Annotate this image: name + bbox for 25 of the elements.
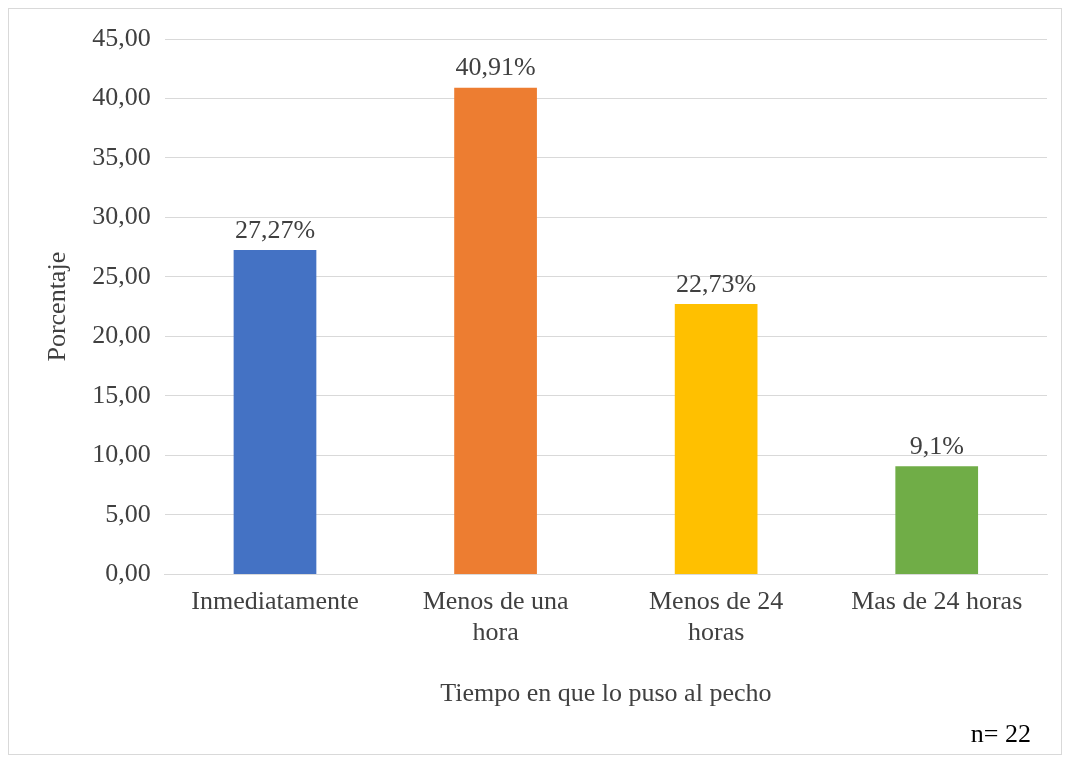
y-tick-label: 25,00 xyxy=(92,260,151,290)
x-tick-label: Menos de una hora xyxy=(422,585,569,647)
y-tick-label: 40,00 xyxy=(92,82,151,112)
y-axis-title: Porcentaje xyxy=(42,251,72,362)
x-tick-label: Menos de 24 horas xyxy=(648,585,784,647)
bar xyxy=(895,466,979,574)
y-tick-label: 20,00 xyxy=(92,320,151,350)
y-tick-label: 5,00 xyxy=(105,498,151,528)
y-tick-label: 15,00 xyxy=(92,379,151,409)
bar xyxy=(674,303,758,574)
data-label: 27,27% xyxy=(234,214,316,244)
y-tick-label: 45,00 xyxy=(92,22,151,52)
x-tick-label: Mas de 24 horas xyxy=(851,585,1023,615)
y-tick-label: 30,00 xyxy=(92,201,151,231)
y-tick-label: 35,00 xyxy=(92,141,151,171)
data-label: 9,1% xyxy=(909,430,964,460)
bar xyxy=(454,87,537,574)
x-axis-title: Tiempo en que lo puso al pecho xyxy=(440,678,772,708)
y-tick-label: 10,00 xyxy=(92,439,151,469)
y-tick-label: 0,00 xyxy=(105,558,151,588)
data-label: 22,73% xyxy=(676,268,757,298)
bar xyxy=(233,249,317,574)
x-tick-label: Inmediatamente xyxy=(191,585,359,615)
text: n= 22 xyxy=(970,718,1031,748)
data-label: 40,91% xyxy=(455,52,536,82)
